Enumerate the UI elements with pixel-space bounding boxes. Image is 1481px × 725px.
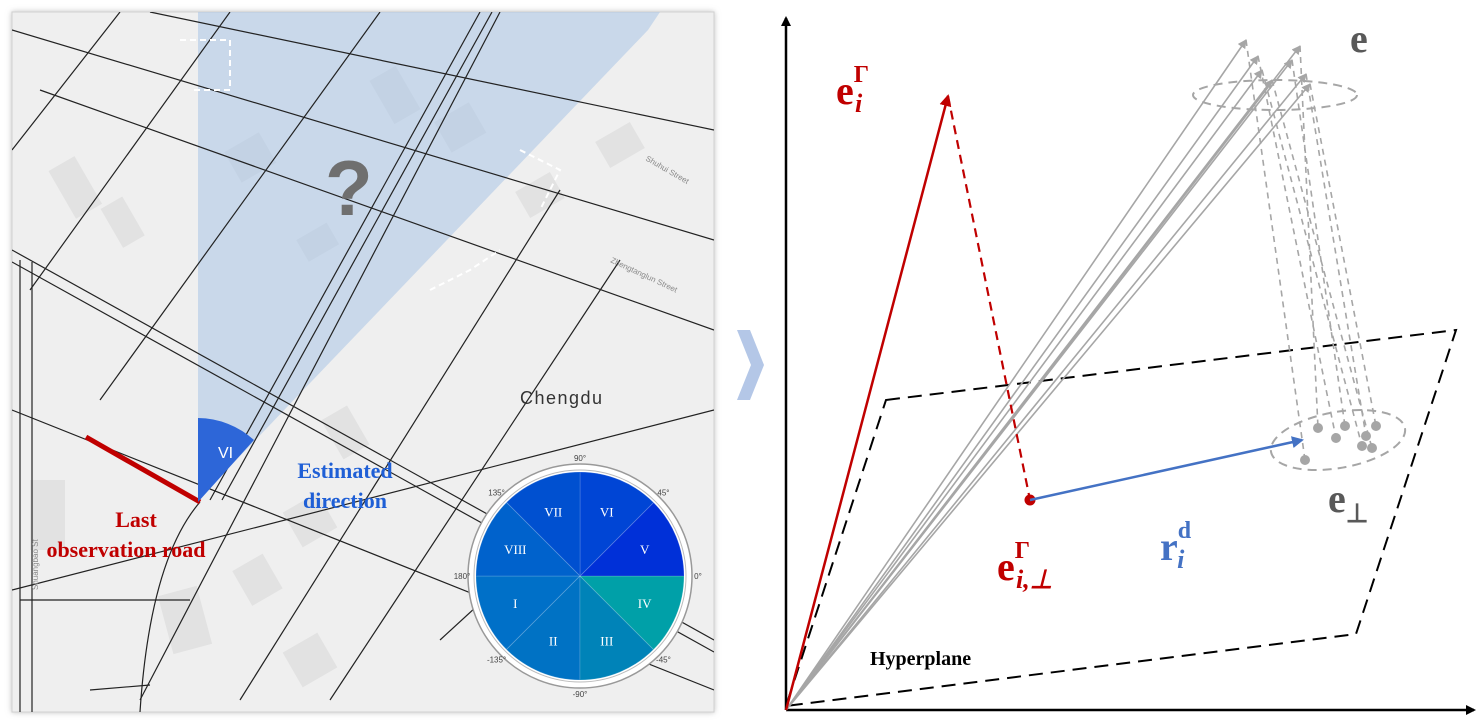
embedding-vector (785, 39, 1247, 711)
street-label-3: Shuangbao St (31, 539, 40, 590)
projection-line (1257, 55, 1337, 439)
entity-embedding-vectors (785, 39, 1311, 711)
compass-degree-label: 135° (488, 489, 505, 498)
e-perp-symbol: ⊥ (1346, 499, 1369, 528)
projection-line (1271, 79, 1373, 449)
estimated-sector (198, 418, 254, 502)
projected-points (1300, 421, 1381, 465)
e-perp-base: e (1328, 476, 1346, 521)
map-panel: VI ? Shuhui Street Zhengtanglun Street S… (11, 11, 715, 713)
embedding-vector (785, 73, 1307, 711)
compass-sector-ii (505, 574, 581, 681)
projection-line (1299, 45, 1319, 429)
city-label: Chengdu (520, 388, 604, 408)
e-gamma-label: eΓ i (836, 62, 869, 118)
e-gamma-sub: i (855, 89, 863, 118)
direction-vector (1029, 436, 1304, 502)
compass-sector-label: V (640, 542, 650, 557)
compass-sector-iv (578, 575, 685, 651)
projected-point (1331, 433, 1341, 443)
r-d-label: rd i (1160, 518, 1192, 574)
vector-heads-ellipse (1192, 79, 1358, 111)
compass-degree-label: -135° (487, 655, 506, 664)
e-perp-label: e⊥ (1328, 476, 1368, 528)
r-d-sub: i (1177, 545, 1185, 574)
projected-point (1300, 455, 1310, 465)
projection-line (1261, 69, 1363, 447)
compass-degree-label: 180° (454, 572, 471, 581)
projection-line (1305, 73, 1367, 437)
e-gamma-perp-sub: i,⊥ (1016, 565, 1052, 594)
compass-sector-v (578, 501, 685, 577)
r-d-base: r (1160, 524, 1178, 569)
relation-vector (784, 94, 952, 711)
projected-point (1367, 443, 1377, 453)
projection-lines (1245, 39, 1377, 461)
projected-point (1357, 441, 1367, 451)
embedding-vector (785, 83, 1311, 711)
e-gamma-perp-base: e (997, 544, 1015, 589)
vector-diagram: Hyperplane eΓ i eΓ i,⊥ rd i e e⊥ (781, 16, 1476, 715)
math-labels: eΓ i eΓ i,⊥ rd i e e⊥ (836, 16, 1368, 594)
compass-sector-label: VI (600, 504, 614, 519)
relation-projection (946, 95, 1032, 501)
transition-arrow (737, 330, 764, 400)
projection-line (1245, 39, 1306, 461)
e-gamma-base: e (836, 68, 854, 113)
question-mark: ? (325, 144, 373, 232)
projected-point (1371, 421, 1381, 431)
e-set-label: e (1350, 16, 1368, 61)
sector-label: VI (218, 445, 233, 462)
hyperplane-label: Hyperplane (870, 648, 971, 670)
e-gamma-perp-label: eΓ i,⊥ (997, 538, 1052, 594)
compass-sector-iii (579, 574, 655, 681)
compass-degree-label: 45° (657, 489, 669, 498)
compass-sector-label: VII (544, 504, 562, 519)
compass-sector-label: III (600, 634, 613, 649)
embedding-vector (785, 69, 1263, 711)
compass-sector-viii (475, 501, 582, 577)
hyperplane (784, 328, 1458, 708)
projected-point (1340, 421, 1350, 431)
compass-degree-label: -90° (573, 690, 588, 699)
projected-points-ellipse (1269, 409, 1407, 471)
compass-degree-label: -45° (656, 655, 671, 664)
compass-sector-label: IV (638, 596, 652, 611)
compass-degree-label: 0° (694, 572, 702, 581)
compass-sector-label: VIII (504, 542, 526, 557)
last-road-line1: Last (115, 507, 157, 532)
compass-degree-label: 90° (574, 454, 586, 463)
compass-sector-vi (579, 471, 655, 578)
last-road-line2: observation road (46, 537, 205, 562)
projected-point (1361, 431, 1371, 441)
compass-sector-i (475, 575, 582, 651)
map-roads (12, 12, 714, 712)
compass-sector-vii (505, 471, 581, 578)
projection-line (1291, 59, 1346, 427)
compass-sector-label: II (549, 634, 558, 649)
embedding-vector (785, 79, 1273, 711)
direction-cone (198, 12, 660, 500)
estimated-direction-line1: Estimated (297, 458, 392, 483)
embedding-vector (785, 55, 1259, 711)
last-observation-road (84, 434, 202, 505)
e-gamma-perp-sup: Γ (1015, 538, 1030, 564)
r-d-sup: d (1178, 518, 1192, 544)
e-gamma-sup: Γ (854, 62, 869, 88)
estimated-direction-line2: direction (303, 488, 387, 513)
projection-line (1309, 83, 1377, 427)
compass-sector-label: I (513, 596, 517, 611)
projected-point (1313, 423, 1323, 433)
